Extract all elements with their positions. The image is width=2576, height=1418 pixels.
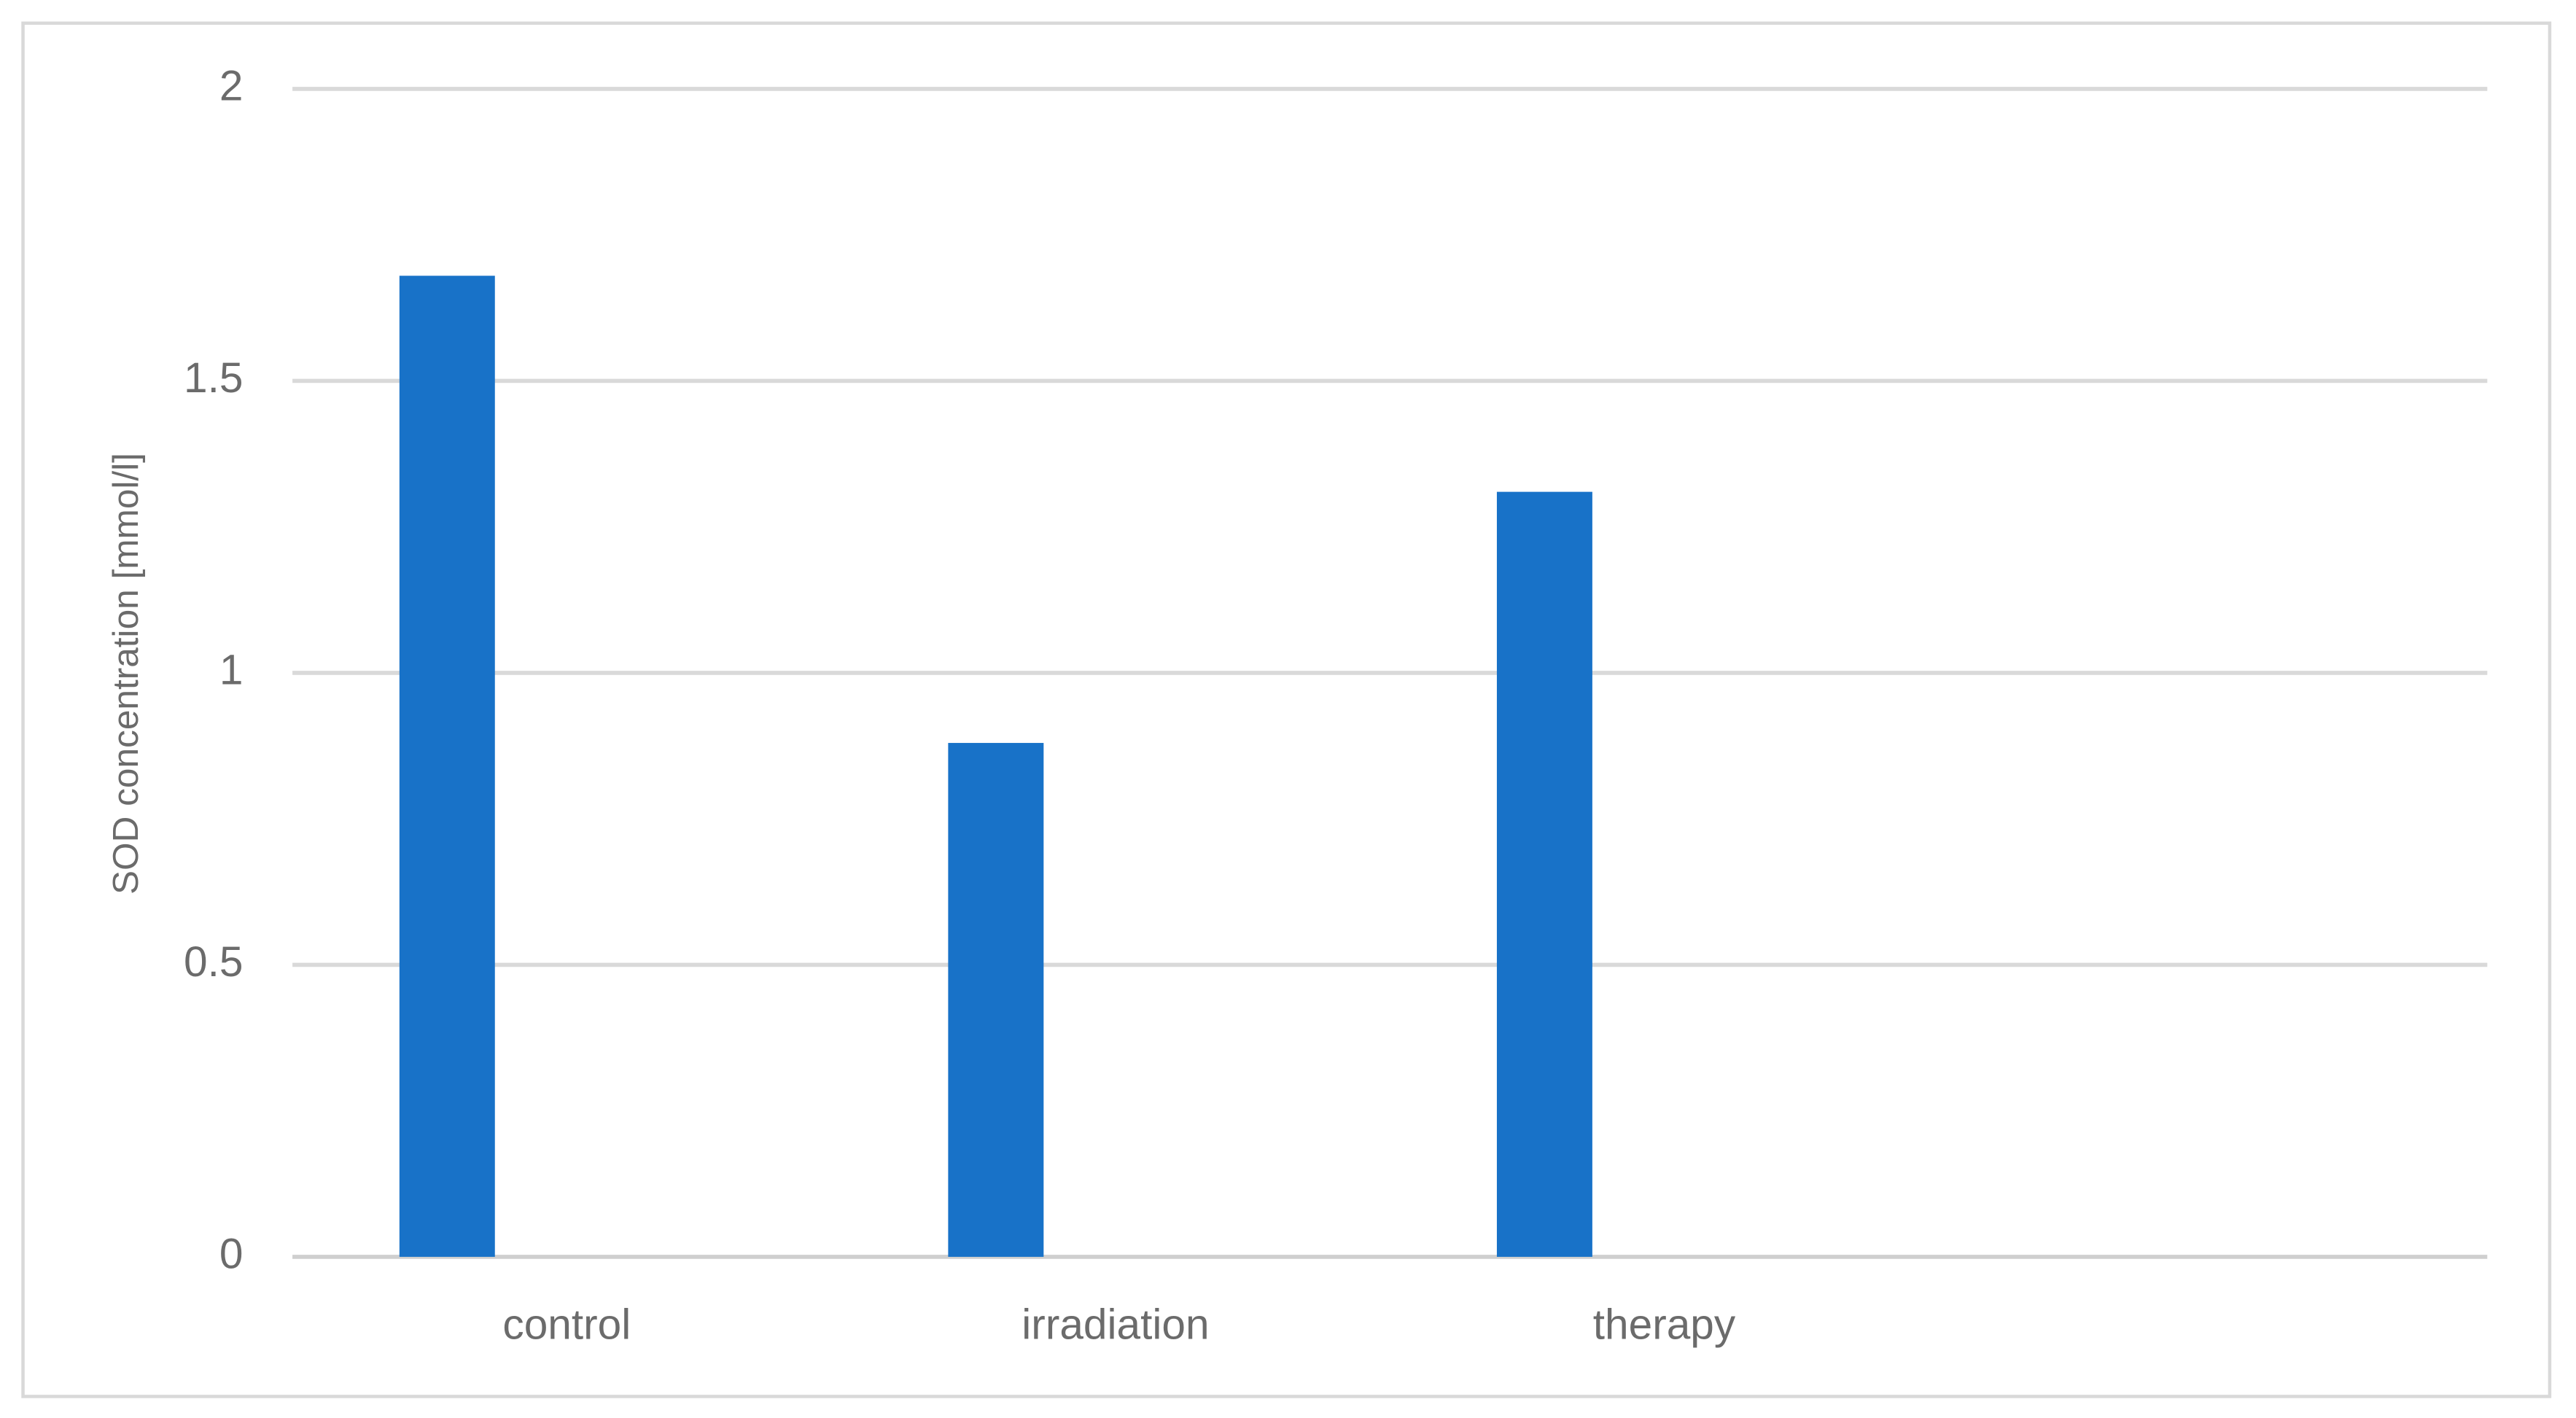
y-axis-label: SOD concentration [mmol/l] (105, 453, 146, 895)
x-tick-label: therapy (1593, 1301, 1736, 1348)
bar (948, 743, 1044, 1257)
x-tick-label: control (502, 1301, 631, 1348)
y-tick-label: 0.5 (184, 938, 243, 986)
y-tick-label: 1 (219, 646, 244, 693)
bar (1496, 491, 1592, 1257)
bar (399, 276, 495, 1257)
y-tick-label: 0 (219, 1230, 244, 1277)
x-tick-label: irradiation (1022, 1301, 1209, 1348)
y-tick-label: 1.5 (184, 354, 243, 402)
y-tick-label: 2 (219, 62, 244, 109)
